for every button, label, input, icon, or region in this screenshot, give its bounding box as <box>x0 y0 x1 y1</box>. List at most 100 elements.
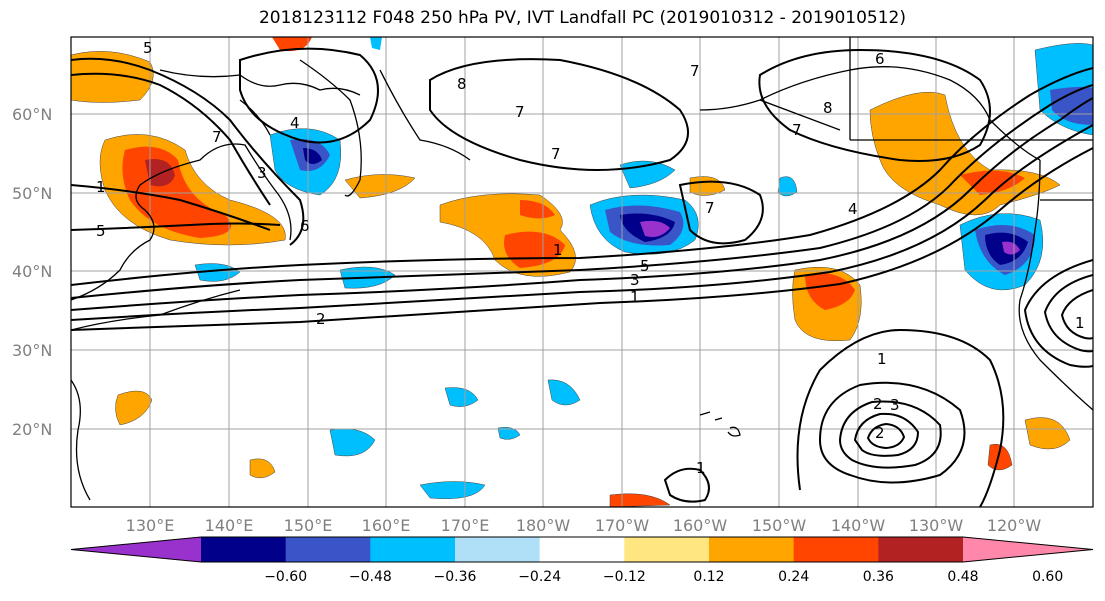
contour-label: 7 <box>212 128 222 146</box>
pv-blob-small-8 <box>272 37 312 52</box>
lon-label: 140°W <box>831 516 886 535</box>
pv-blob-alaska-core <box>960 170 1025 195</box>
contour-label: 2 <box>873 395 883 413</box>
map-border <box>70 36 1094 508</box>
colorbar-swatch <box>793 537 879 562</box>
contour-north-1 <box>71 57 305 246</box>
contour-label: 7 <box>551 145 561 163</box>
contour-label: 5 <box>96 222 106 240</box>
contour-label: 3 <box>257 164 267 182</box>
colorbar-tick-label: −0.36 <box>434 569 477 585</box>
contour-label: 8 <box>457 75 467 93</box>
colorbar-extend-high <box>963 537 1093 562</box>
contour-jet-2 <box>71 124 1093 321</box>
contour-se-loop-1 <box>1023 259 1093 368</box>
contour-label: 6 <box>300 217 310 235</box>
contour-loop-center <box>429 58 689 171</box>
contour-labels: 5 7 8 7 6 7 8 4 3 7 1 5 6 1 7 5 7 4 3 1 … <box>96 39 1085 477</box>
lon-label: 150°E <box>284 516 333 535</box>
pv-blob-small-4 <box>987 443 1013 471</box>
contour-label: 3 <box>630 271 640 289</box>
contour-jet-5 <box>71 147 1093 331</box>
colorbar: −0.60 −0.48 −0.36 −0.24 −0.12 0.12 0.24 0.36 0.4… <box>70 536 1094 585</box>
contour-low-1 <box>818 381 966 484</box>
map-title: 2018123112 F048 250 hPa PV, IVT Landfall… <box>258 8 906 28</box>
pv-blob-small-5 <box>609 493 671 507</box>
colorbar-tick-label: 0.24 <box>778 569 809 585</box>
colorbar-outline <box>70 536 1094 563</box>
contour-label: 1 <box>1075 314 1085 332</box>
colorbar-tick-label: −0.48 <box>349 569 392 585</box>
coast-border-alaska-canada <box>849 37 1093 201</box>
colorbar-tick-label: 0.36 <box>863 569 894 585</box>
contour-jet-3 <box>71 84 1093 299</box>
lon-label: 160°W <box>673 516 728 535</box>
latitude-labels: 60°N 50°N 40°N 30°N 20°N <box>12 105 52 439</box>
ivt-contours <box>71 47 1093 507</box>
contour-se-loop-2 <box>1043 274 1093 353</box>
contour-label: 5 <box>640 257 650 275</box>
pv-neg-small-6 <box>419 481 486 499</box>
pv-blob-small-1 <box>115 390 153 426</box>
coast-alaska <box>699 66 1041 161</box>
lon-label: 160°E <box>362 516 411 535</box>
pv-blob-small-6 <box>344 174 416 199</box>
pv-blob-small-2 <box>249 458 276 479</box>
contour-label: 6 <box>875 50 885 68</box>
pv-neg-small-4 <box>547 379 581 406</box>
lat-label: 20°N <box>12 420 52 439</box>
contour-outer-low <box>796 328 1005 507</box>
contour-label: 1 <box>553 241 563 259</box>
lat-label: 40°N <box>12 262 52 281</box>
contour-label: 3 <box>890 396 900 414</box>
contour-label: 1 <box>696 459 706 477</box>
pv-neg-small-9 <box>497 427 521 440</box>
colorbar-swatch <box>709 537 795 562</box>
pv-neg-small-8 <box>370 37 382 50</box>
contour-low-2 <box>838 400 942 469</box>
colorbar-tick-label: 0.60 <box>1032 569 1063 585</box>
colorbar-swatch <box>539 537 625 562</box>
colorbar-swatch <box>455 537 541 562</box>
colorbar-swatch <box>878 537 964 562</box>
contour-label: 7 <box>690 62 700 80</box>
pv-blob-dateline-north <box>520 200 555 219</box>
coast-northamerica <box>1018 159 1093 411</box>
contour-label: 8 <box>823 99 833 117</box>
contour-label: 7 <box>705 199 715 217</box>
contour-jet-4 <box>71 67 1093 286</box>
lon-label: 180°W <box>516 516 571 535</box>
colorbar-tick-label: −0.12 <box>603 569 646 585</box>
contour-label: 7 <box>792 121 802 139</box>
coast-hawaii <box>699 411 741 437</box>
contour-north-2 <box>71 72 271 206</box>
pv-neg-ne-core <box>1050 86 1093 125</box>
contour-label: 1 <box>630 288 640 306</box>
contour-low-4 <box>866 422 906 450</box>
colorbar-tick-label: −0.24 <box>518 569 561 585</box>
longitude-labels: 130°E 140°E 150°E 160°E 170°E 180°W 170°… <box>126 516 1042 535</box>
colorbar-swatch <box>201 537 287 562</box>
lon-label: 130°E <box>126 516 175 535</box>
contour-jet-1 <box>71 97 1093 311</box>
contour-loop-mid <box>678 180 764 245</box>
contour-label: 2 <box>316 310 326 328</box>
colorbar-swatch <box>285 537 371 562</box>
colorbar-tick-label: −0.60 <box>264 569 307 585</box>
pv-neg-small-7 <box>777 176 798 197</box>
contour-north-3 <box>71 184 271 231</box>
lon-label: 150°W <box>752 516 807 535</box>
lon-label: 170°E <box>441 516 490 535</box>
contour-small-1 <box>663 467 710 503</box>
contour-label: 1 <box>877 350 887 368</box>
colorbar-swatch <box>370 537 456 562</box>
lat-label: 60°N <box>12 105 52 124</box>
contour-label: 4 <box>290 114 300 132</box>
lon-label: 170°W <box>595 516 650 535</box>
pv-blob-small-3 <box>1024 417 1071 450</box>
lat-label: 50°N <box>12 184 52 203</box>
lon-label: 130°W <box>909 516 964 535</box>
pv-blob-japan-dark <box>145 159 175 187</box>
coastlines <box>71 37 1093 501</box>
